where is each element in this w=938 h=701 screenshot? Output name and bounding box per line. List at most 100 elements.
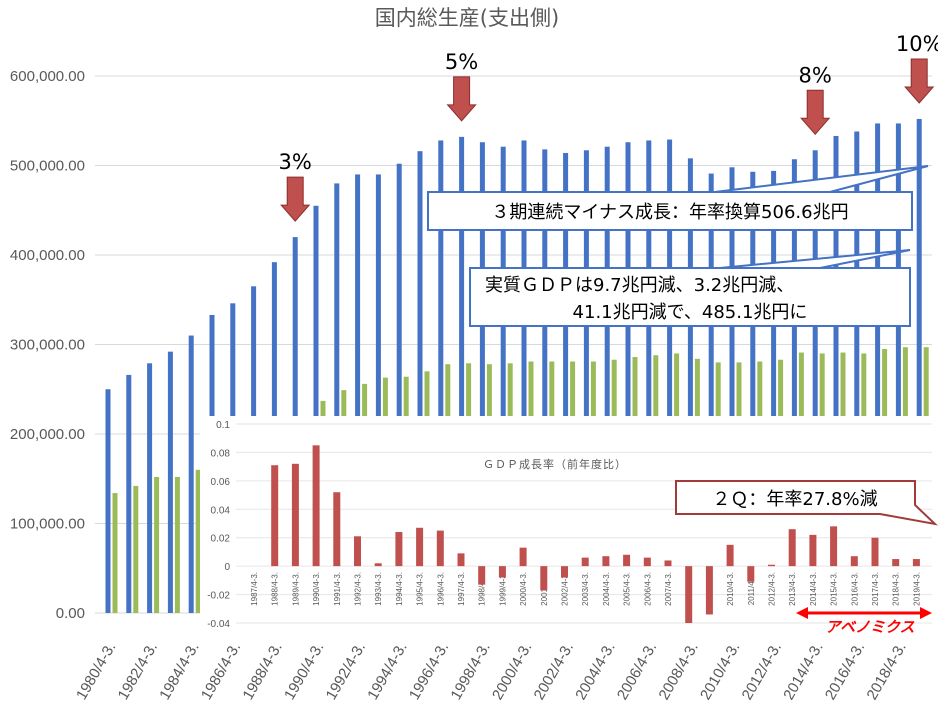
inset-x-tick-label: 1990/4-3. [312, 572, 321, 606]
y-tick-label: 100,000.00 [10, 516, 85, 533]
blue-bar [479, 142, 485, 614]
growth-rate-inset: -0.04 -0.02 0 0.02 0.04 0.06 0.08 0.1 1987/4-3.… [200, 416, 938, 630]
tax-rate-label: 8% [799, 63, 832, 87]
x-tick-label: 1990/4-3. [281, 640, 327, 701]
blue-bar [438, 140, 444, 613]
blue-bar [833, 135, 839, 613]
inset-x-tick-label: 2014/4-3. [809, 572, 818, 606]
inset-x-tick-label: 2015/4-3. [830, 572, 839, 606]
callout-2q-text: ２Ｑ：年率27.8%減 [712, 489, 877, 510]
abenomics-arrow: アベノミクス [796, 607, 932, 636]
blue-bar [417, 151, 423, 613]
growth-bar [561, 566, 568, 578]
tax-rate-label: 10% [896, 32, 938, 56]
inset-x-tick-label: 1988/4-3. [271, 572, 280, 606]
x-tick-label: 2006/4-3. [614, 640, 660, 701]
blue-bar [313, 205, 319, 613]
growth-bar [664, 560, 672, 567]
inset-x-tick-label: 1993/4-3. [374, 572, 383, 606]
blue-bar [188, 335, 194, 613]
blue-bar [646, 140, 652, 613]
tax-arrow: 10% [896, 32, 938, 104]
inset-x-tick-label: 2005/4-3. [623, 572, 632, 606]
growth-bar [892, 559, 900, 567]
growth-bar [374, 563, 382, 567]
blue-bar [375, 174, 381, 613]
inset-x-tick-label: 2006/4-3. [643, 572, 652, 606]
inset-x-tick-label: 2003/4-3. [581, 572, 590, 606]
growth-bar [768, 564, 775, 567]
x-tick-label: 2000/4-3. [489, 640, 535, 701]
inset-x-tick-label: 2000/4-3. [519, 572, 528, 606]
blue-bar [895, 123, 901, 613]
callout-2-line1: 実質ＧＤＰは9.7兆円減、3.2兆円減、 [485, 275, 794, 296]
growth-bar [809, 534, 817, 567]
inset-y-tick-label: 0.04 [211, 505, 231, 516]
blue-bar [604, 146, 610, 613]
x-tick-label: 1996/4-3. [406, 640, 452, 701]
callout-1-text: ３期連続マイナス成長：年率換算506.6兆円 [491, 202, 848, 223]
growth-bar [457, 553, 465, 567]
inset-x-tick-label: 2013/4-3. [788, 572, 797, 606]
y-tick-label: 200,000.00 [10, 426, 85, 443]
inset-y-tick-label: -0.04 [207, 619, 230, 630]
inset-y-axis: -0.04 -0.02 0 0.02 0.04 0.06 0.08 0.1 [207, 420, 230, 630]
inset-y-tick-label: 0.1 [216, 420, 230, 431]
blue-bar [563, 152, 569, 613]
tax-rate-label: 3% [279, 150, 312, 174]
blue-bar [771, 170, 777, 613]
inset-bars [271, 445, 920, 623]
inset-x-tick-label: 1991/4-3. [333, 572, 342, 606]
blue-bar [355, 174, 361, 613]
x-tick-label: 2010/4-3. [697, 640, 743, 701]
blue-bar [126, 374, 132, 613]
inset-x-tick-label: 1989/4-3. [291, 572, 300, 606]
inset-title: ＧＤＰ成長率（前年度比） [483, 457, 627, 471]
growth-bar [540, 566, 548, 591]
blue-bar [147, 363, 153, 613]
blue-bar [750, 171, 756, 613]
down-arrow-icon [800, 89, 831, 136]
inset-x-tick-label: 1999/4-3. [498, 572, 507, 606]
green-bar [154, 476, 160, 613]
growth-bar [395, 532, 403, 567]
abenomics-label: アベノミクス [825, 618, 914, 636]
blue-bar [500, 146, 506, 613]
callout-2q: ２Ｑ：年率27.8%減 [675, 480, 938, 526]
x-tick-label: 1982/4-3. [115, 640, 161, 701]
blue-bar [729, 167, 735, 614]
inset-y-tick-label: 0 [224, 562, 230, 573]
growth-bar [498, 566, 506, 578]
inset-y-tick-label: -0.02 [207, 591, 230, 602]
growth-bar [291, 463, 299, 567]
growth-bar [312, 445, 320, 567]
down-arrow-icon [904, 58, 935, 104]
inset-x-tick-label: 1996/4-3. [436, 572, 445, 606]
green-bar [133, 485, 139, 613]
growth-bar [850, 556, 858, 567]
tax-arrow: 5% [445, 50, 478, 122]
blue-bar [542, 149, 548, 613]
growth-bar [416, 527, 424, 567]
x-tick-label: 1994/4-3. [364, 640, 410, 701]
growth-bar [705, 566, 713, 615]
blue-bar [105, 389, 111, 613]
inset-y-tick-label: 0.08 [211, 448, 231, 459]
growth-bar [271, 465, 279, 567]
growth-bar [788, 529, 796, 567]
inset-x-tick-label: 2011/4-3. [747, 572, 756, 605]
growth-bar [519, 547, 527, 567]
inset-x-tick-label: 2018/4-3. [892, 572, 901, 606]
y-tick-label: 500,000.00 [10, 158, 85, 175]
y-tick-label: 600,000.00 [10, 68, 85, 85]
green-bar [195, 469, 201, 613]
blue-bar [667, 139, 673, 614]
blue-bar [875, 123, 881, 613]
y-tick-label: 0.00 [56, 605, 85, 622]
blue-bar [791, 159, 797, 614]
blue-bar [521, 140, 527, 613]
tax-rate-label: 5% [445, 50, 478, 74]
inset-x-tick-label: 1998/4-3. [478, 572, 487, 606]
x-tick-label: 2004/4-3. [572, 640, 618, 701]
